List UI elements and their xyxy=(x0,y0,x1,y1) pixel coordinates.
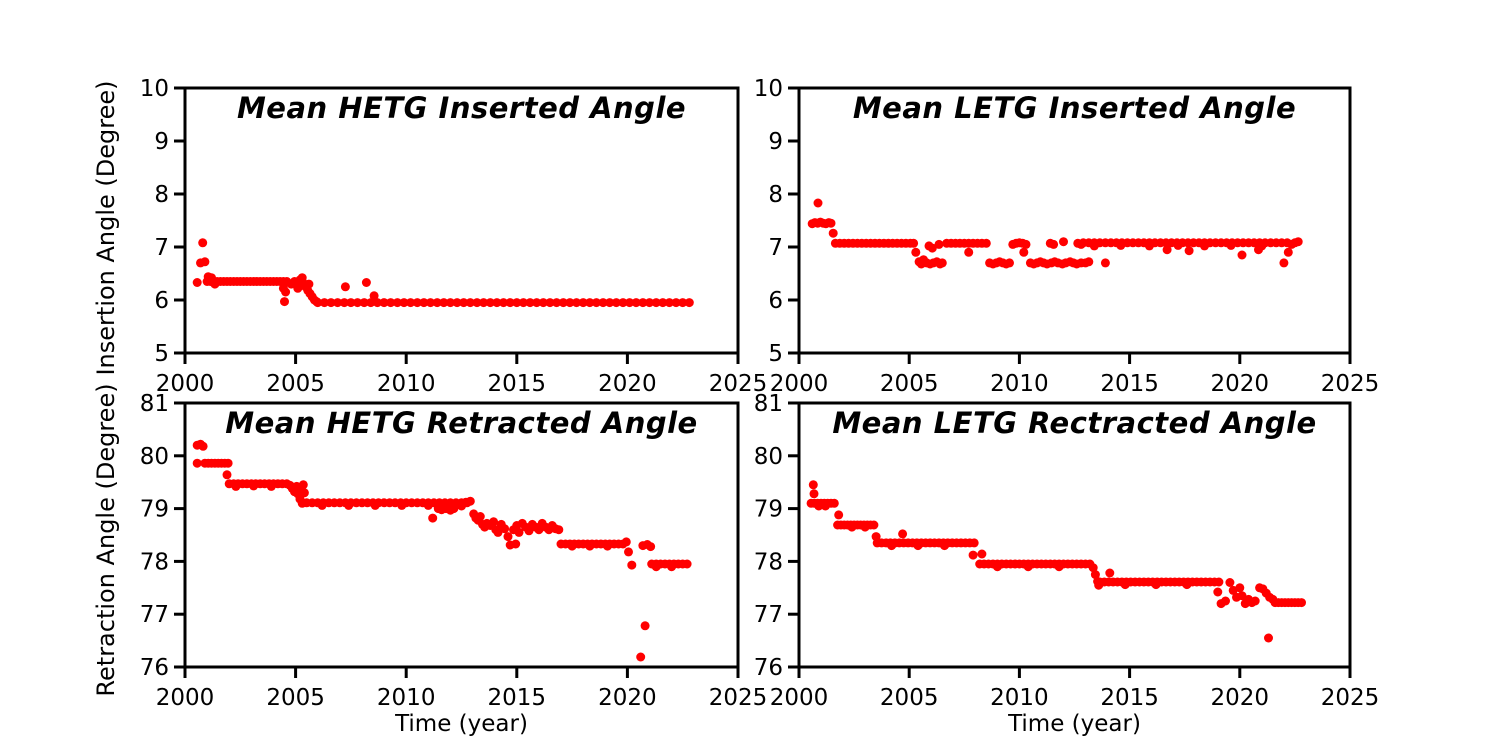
svg-text:77: 77 xyxy=(140,602,169,628)
svg-text:6: 6 xyxy=(768,288,783,314)
title-letg-inserted: Mean LETG Inserted Angle xyxy=(852,91,1297,125)
svg-text:76: 76 xyxy=(140,655,169,681)
svg-text:2010: 2010 xyxy=(377,371,436,397)
title-letg-retracted: Mean LETG Rectracted Angle xyxy=(832,406,1317,440)
svg-text:2015: 2015 xyxy=(1100,371,1159,397)
svg-text:78: 78 xyxy=(754,549,783,575)
svg-text:9: 9 xyxy=(154,129,169,155)
svg-text:5: 5 xyxy=(154,341,169,367)
svg-text:2025: 2025 xyxy=(1321,371,1380,397)
svg-text:8: 8 xyxy=(154,182,169,208)
svg-text:2000: 2000 xyxy=(156,685,215,711)
svg-text:2020: 2020 xyxy=(1211,371,1270,397)
title-hetg-inserted: Mean HETG Inserted Angle xyxy=(236,91,687,125)
svg-text:5: 5 xyxy=(768,341,783,367)
svg-text:80: 80 xyxy=(140,444,169,470)
svg-text:77: 77 xyxy=(754,602,783,628)
title-hetg-retracted: Mean HETG Retracted Angle xyxy=(225,406,698,440)
svg-text:2010: 2010 xyxy=(990,371,1049,397)
svg-text:2000: 2000 xyxy=(156,371,215,397)
svg-text:2015: 2015 xyxy=(488,371,547,397)
svg-text:81: 81 xyxy=(754,391,783,417)
svg-text:2005: 2005 xyxy=(266,371,325,397)
ylabel-retraction-angle: Retraction Angle (Degree) xyxy=(92,383,120,697)
svg-text:2020: 2020 xyxy=(598,685,657,711)
svg-text:10: 10 xyxy=(140,76,169,102)
svg-text:7: 7 xyxy=(154,235,169,261)
svg-text:2005: 2005 xyxy=(880,685,939,711)
svg-text:2015: 2015 xyxy=(488,685,547,711)
svg-text:2010: 2010 xyxy=(377,685,436,711)
xlabel-time-right: Time (year) xyxy=(1008,711,1141,737)
svg-text:79: 79 xyxy=(754,497,783,523)
svg-text:78: 78 xyxy=(140,549,169,575)
svg-text:2015: 2015 xyxy=(1100,685,1159,711)
svg-text:80: 80 xyxy=(754,444,783,470)
svg-text:76: 76 xyxy=(754,655,783,681)
svg-text:8: 8 xyxy=(768,182,783,208)
svg-text:2010: 2010 xyxy=(990,685,1049,711)
svg-text:2000: 2000 xyxy=(770,685,829,711)
svg-text:2025: 2025 xyxy=(709,371,768,397)
svg-text:79: 79 xyxy=(140,497,169,523)
svg-text:2000: 2000 xyxy=(770,371,829,397)
svg-text:2020: 2020 xyxy=(598,371,657,397)
svg-text:2005: 2005 xyxy=(266,685,325,711)
svg-text:6: 6 xyxy=(154,288,169,314)
svg-text:7: 7 xyxy=(768,235,783,261)
svg-text:2020: 2020 xyxy=(1211,685,1270,711)
svg-text:2025: 2025 xyxy=(1321,685,1380,711)
svg-text:9: 9 xyxy=(768,129,783,155)
svg-text:10: 10 xyxy=(754,76,783,102)
xlabel-time-left: Time (year) xyxy=(395,711,528,737)
svg-text:81: 81 xyxy=(140,391,169,417)
svg-text:2025: 2025 xyxy=(709,685,768,711)
ylabel-insertion-angle: Insertion Angle (Degree) xyxy=(92,80,120,376)
svg-text:2005: 2005 xyxy=(880,371,939,397)
